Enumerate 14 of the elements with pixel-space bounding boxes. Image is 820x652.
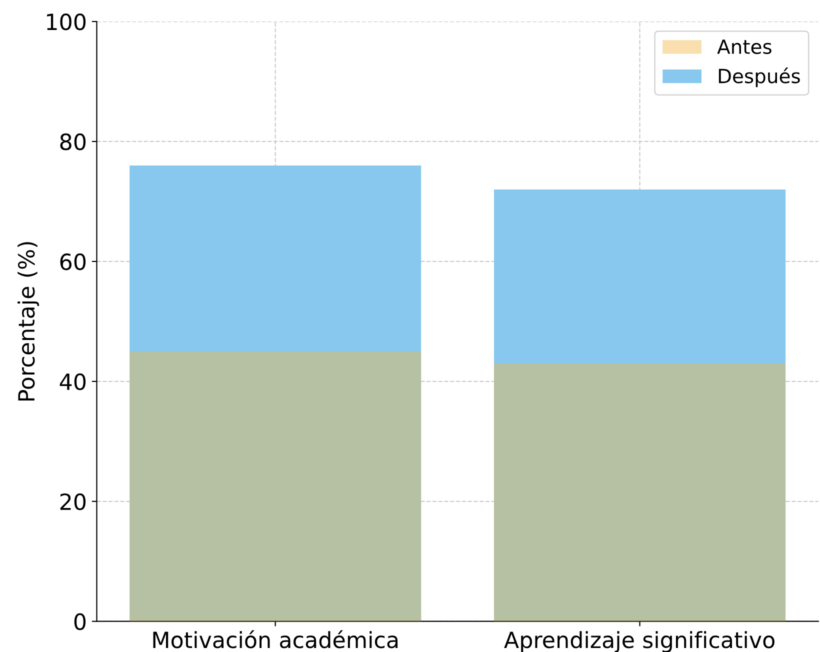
y-tick-label: 20 <box>60 493 86 510</box>
x-tick-label: Motivación académica <box>153 630 398 648</box>
y-tick-label: 80 <box>60 133 86 150</box>
bar <box>130 351 422 622</box>
bar <box>494 363 786 622</box>
y-tick-label: 100 <box>47 13 86 30</box>
bar <box>494 189 786 622</box>
y-tick-label: 60 <box>60 253 86 270</box>
legend-label: Antes <box>717 40 772 54</box>
y-tick-label: 40 <box>60 373 86 390</box>
y-tick-label: 0 <box>74 613 86 630</box>
legend-label: Después <box>718 68 800 88</box>
y-axis-title: Porcentaje (%) <box>18 242 40 401</box>
bar <box>130 165 422 622</box>
